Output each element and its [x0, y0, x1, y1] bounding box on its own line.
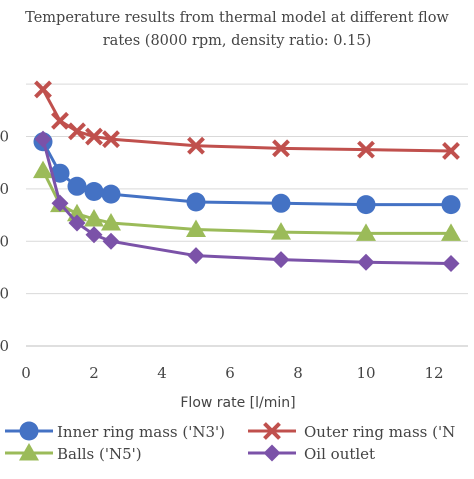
- legend-item: Outer ring mass ('N: [248, 422, 455, 441]
- data-point: [67, 176, 87, 196]
- legend-marker: [263, 422, 281, 440]
- data-point: [34, 80, 52, 99]
- legend-item: Inner ring mass ('N3'): [5, 421, 225, 441]
- y-tick-label: 0: [0, 232, 9, 250]
- legend: Inner ring mass ('N3') Outer ring mass ('…: [5, 421, 455, 463]
- data-point: [357, 140, 375, 159]
- series-group: [34, 80, 460, 160]
- legend-marker: [19, 421, 39, 441]
- series: [33, 80, 461, 273]
- data-point: [102, 232, 120, 250]
- chart-title-line-2: rates (8000 rpm, density ratio: 0.15): [103, 33, 372, 49]
- data-point: [50, 163, 70, 183]
- series-group: [33, 160, 461, 241]
- data-point: [84, 182, 104, 202]
- data-point: [441, 223, 461, 241]
- legend-marker: [19, 443, 39, 461]
- data-point: [33, 160, 53, 179]
- legend-label: Oil outlet: [304, 445, 375, 463]
- x-tick-label: 12: [424, 364, 443, 382]
- series-group: [33, 132, 461, 215]
- x-tick-label: 0: [21, 364, 31, 382]
- chart-title: Temperature results from thermal model a…: [25, 10, 449, 49]
- x-tick-labels: 0 2 4 6 8 10 12: [21, 364, 443, 382]
- x-tick-label: 10: [356, 364, 375, 382]
- data-point: [68, 214, 86, 232]
- data-point: [51, 194, 69, 212]
- data-point: [51, 111, 69, 130]
- data-point: [272, 251, 290, 269]
- data-point: [187, 247, 205, 265]
- data-point: [85, 226, 103, 244]
- x-axis-label: Flow rate [l/min]: [180, 395, 295, 411]
- data-point: [271, 222, 291, 240]
- data-point: [101, 184, 121, 204]
- y-tick-label: 0: [0, 285, 9, 303]
- x-tick-label: 6: [225, 364, 235, 382]
- x-tick-label: 4: [157, 364, 167, 382]
- legend-item: Oil outlet: [248, 444, 375, 463]
- y-tick-label: 0: [0, 180, 9, 198]
- data-point: [68, 122, 86, 141]
- x-tick-label: 2: [89, 364, 99, 382]
- y-tick-label: 0: [0, 337, 9, 355]
- data-point: [442, 255, 460, 273]
- y-tick-labels: 0 0 0 0 0: [0, 128, 9, 355]
- data-point: [271, 193, 291, 213]
- data-point: [186, 219, 206, 237]
- series-line: [41, 88, 452, 153]
- legend-label: Outer ring mass ('N: [304, 423, 455, 441]
- data-point: [101, 212, 121, 231]
- legend-label: Balls ('N5'): [57, 445, 142, 463]
- data-point: [187, 136, 205, 155]
- data-point: [85, 127, 103, 146]
- data-point: [442, 142, 460, 160]
- data-point: [441, 195, 461, 215]
- chart-title-line-1: Temperature results from thermal model a…: [25, 10, 449, 26]
- data-point: [356, 195, 376, 215]
- data-point: [84, 209, 104, 227]
- data-point: [356, 223, 376, 241]
- data-point: [34, 130, 52, 148]
- legend-label: Inner ring mass ('N3'): [57, 423, 225, 441]
- x-tick-label: 8: [293, 364, 303, 382]
- data-point: [102, 130, 120, 149]
- legend-item: Balls ('N5'): [5, 443, 142, 463]
- data-point: [357, 253, 375, 271]
- series-group: [34, 130, 460, 273]
- data-point: [186, 192, 206, 212]
- y-tick-label: 0: [0, 128, 9, 146]
- legend-marker: [263, 444, 281, 462]
- data-point: [272, 139, 290, 158]
